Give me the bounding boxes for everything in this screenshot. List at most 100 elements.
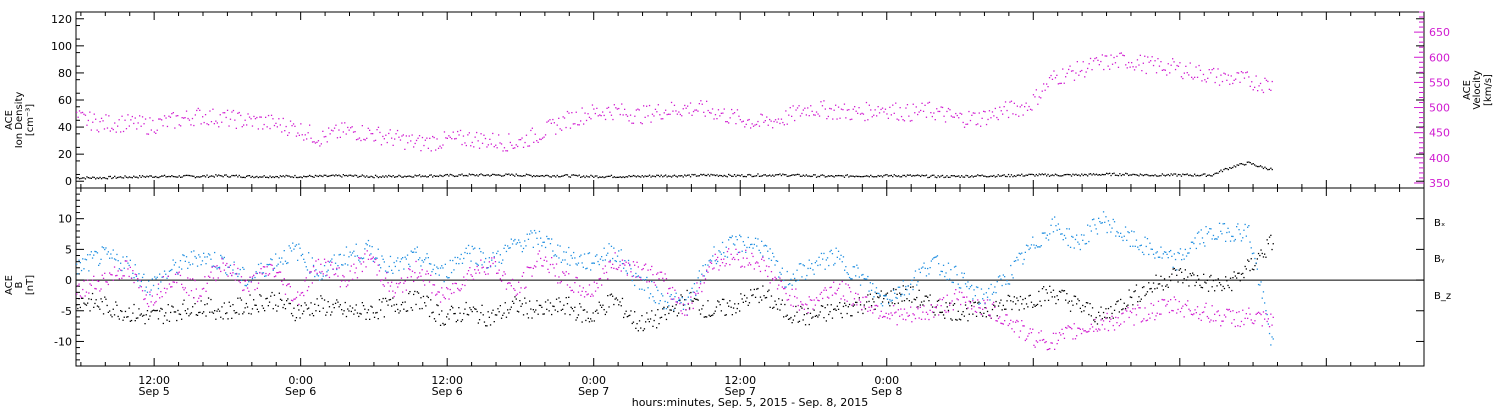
data-point <box>134 320 136 322</box>
data-point <box>95 288 97 290</box>
data-point <box>1091 69 1093 71</box>
data-point <box>1006 109 1008 112</box>
data-point <box>336 268 338 271</box>
data-point <box>174 127 176 129</box>
data-point <box>1266 239 1268 241</box>
data-point <box>1112 317 1114 319</box>
data-point <box>321 297 323 300</box>
data-point <box>430 274 432 276</box>
data-point <box>160 307 162 310</box>
data-point <box>788 114 790 116</box>
data-point <box>111 274 113 276</box>
data-point <box>818 175 821 178</box>
data-point <box>495 144 497 146</box>
data-point <box>604 265 606 267</box>
data-point <box>1098 64 1100 66</box>
data-point <box>1078 74 1080 76</box>
data-point <box>477 175 479 177</box>
data-point <box>944 176 947 178</box>
data-point <box>790 316 792 319</box>
data-point <box>541 137 544 139</box>
data-point <box>154 302 156 304</box>
data-point <box>457 319 459 321</box>
data-point <box>148 280 150 282</box>
data-point <box>195 288 197 290</box>
data-point <box>704 264 707 266</box>
data-point <box>433 136 435 139</box>
data-point <box>473 174 475 176</box>
data-point <box>798 320 801 322</box>
data-point <box>394 265 396 268</box>
data-point <box>565 297 567 299</box>
data-point <box>384 297 387 300</box>
data-point <box>623 263 625 265</box>
data-point <box>573 291 575 293</box>
data-point <box>835 309 837 311</box>
data-point <box>246 175 248 177</box>
data-point <box>478 247 481 250</box>
data-point <box>271 264 273 266</box>
data-point <box>773 120 775 123</box>
data-point <box>253 115 255 118</box>
data-point <box>1111 227 1113 229</box>
data-point <box>287 298 289 300</box>
data-point <box>466 313 468 316</box>
data-point <box>828 297 830 299</box>
data-point <box>965 174 967 177</box>
data-point <box>184 287 186 289</box>
data-point <box>1254 86 1256 88</box>
data-point <box>797 304 799 307</box>
data-point <box>988 314 990 316</box>
data-point <box>406 276 409 279</box>
data-point <box>1057 223 1059 225</box>
data-point <box>458 289 460 291</box>
panel-frame <box>75 187 1425 367</box>
data-point <box>216 265 218 267</box>
data-point <box>739 310 741 312</box>
data-point <box>681 115 683 117</box>
data-point <box>481 264 483 266</box>
data-point <box>445 137 447 139</box>
data-point <box>535 266 537 268</box>
data-point <box>829 286 831 289</box>
data-point <box>608 261 610 263</box>
data-point <box>878 292 880 295</box>
data-point <box>870 109 872 111</box>
data-point <box>461 173 463 175</box>
data-point <box>242 313 244 315</box>
data-point <box>733 112 736 114</box>
data-point <box>552 175 554 177</box>
data-point <box>1036 246 1039 248</box>
data-point <box>676 315 678 317</box>
data-point <box>618 250 620 252</box>
data-point <box>1258 165 1260 168</box>
data-point <box>177 176 179 178</box>
data-point <box>889 305 891 307</box>
data-point <box>166 125 169 128</box>
data-point <box>1041 173 1043 175</box>
data-point <box>1038 246 1040 248</box>
data-point <box>918 317 920 319</box>
data-point <box>426 295 428 297</box>
data-point <box>618 266 620 269</box>
data-point <box>238 273 240 275</box>
data-point <box>572 174 574 176</box>
data-point <box>941 311 943 313</box>
data-point <box>241 126 243 128</box>
data-point <box>1137 301 1139 303</box>
data-point <box>664 300 666 303</box>
data-point <box>238 174 240 177</box>
data-point <box>468 173 470 175</box>
data-point <box>912 103 914 105</box>
data-point <box>109 175 111 178</box>
data-point <box>961 113 963 115</box>
data-point <box>894 312 896 314</box>
data-point <box>794 315 796 317</box>
data-point <box>643 289 646 291</box>
data-point <box>1073 323 1075 325</box>
data-point <box>732 113 734 115</box>
data-point <box>550 176 552 178</box>
data-point <box>753 243 755 246</box>
data-point <box>251 308 254 310</box>
data-point <box>603 272 605 274</box>
